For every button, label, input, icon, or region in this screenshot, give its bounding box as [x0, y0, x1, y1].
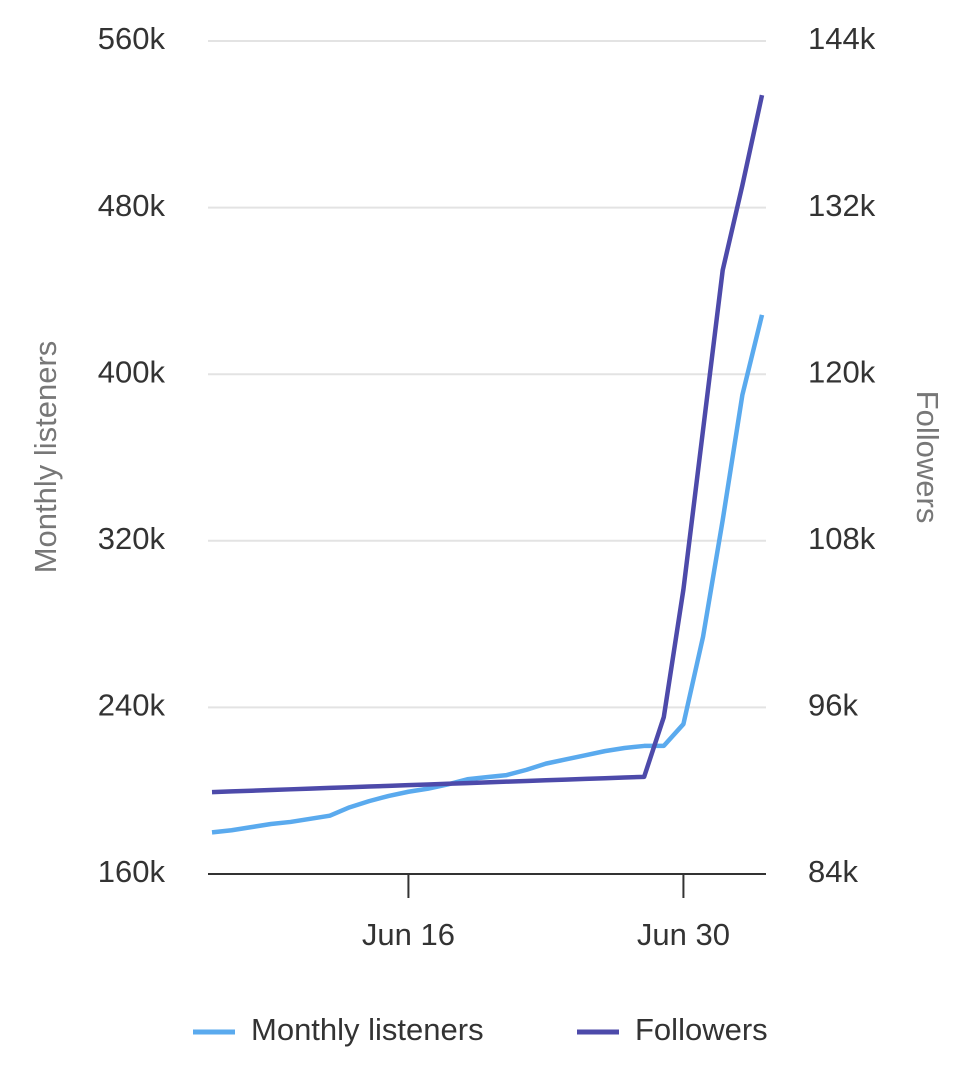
legend-label: Followers: [635, 1012, 768, 1047]
y-tick-label: 240k: [98, 688, 166, 723]
y2-tick-label: 144k: [808, 21, 876, 56]
y-tick-label: 400k: [98, 354, 166, 389]
x-tick-label: Jun 30: [637, 917, 730, 952]
legend-label: Monthly listeners: [251, 1012, 484, 1047]
series-line: [211, 94, 765, 795]
y2-tick-label: 108k: [808, 521, 876, 556]
y2-tick-label: 96k: [808, 688, 858, 723]
y-tick-label: 560k: [98, 21, 166, 56]
y-tick-label: 160k: [98, 854, 166, 889]
y2-tick-label: 132k: [808, 188, 876, 223]
y-tick-label: 480k: [98, 188, 166, 223]
y2-axis-title: Followers: [910, 391, 945, 524]
x-tick-label: Jun 16: [362, 917, 455, 952]
y2-tick-label: 120k: [808, 354, 876, 389]
series-line: [211, 314, 765, 835]
y2-tick-label: 84k: [808, 854, 858, 889]
y-tick-label: 320k: [98, 521, 166, 556]
y-axis-title: Monthly listeners: [28, 341, 63, 574]
